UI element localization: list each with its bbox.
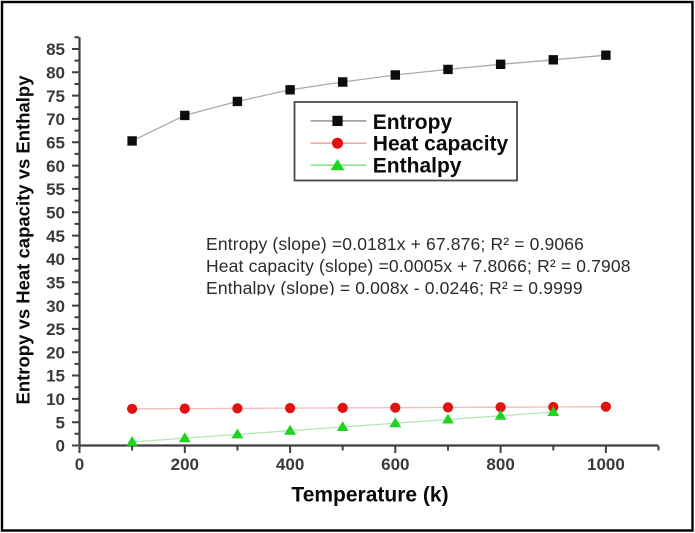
svg-text:Entropy: Entropy: [373, 111, 453, 134]
svg-text:65: 65: [46, 134, 65, 153]
svg-text:Heat capacity: Heat capacity: [373, 133, 509, 156]
svg-text:Heat capacity (slope) =0.0005x: Heat capacity (slope) =0.0005x + 7.8066;…: [206, 256, 631, 276]
svg-text:1000: 1000: [587, 455, 625, 474]
svg-text:600: 600: [381, 455, 409, 474]
svg-text:50: 50: [46, 203, 65, 222]
svg-text:40: 40: [46, 250, 65, 269]
svg-text:Enthalpy: Enthalpy: [373, 154, 462, 177]
svg-text:85: 85: [46, 40, 65, 59]
svg-text:200: 200: [171, 455, 199, 474]
svg-text:0: 0: [56, 437, 65, 456]
svg-text:55: 55: [46, 180, 65, 199]
svg-text:45: 45: [46, 227, 65, 246]
svg-text:35: 35: [46, 273, 65, 292]
svg-text:30: 30: [46, 297, 65, 316]
svg-text:75: 75: [46, 87, 65, 106]
svg-text:0: 0: [75, 455, 84, 474]
svg-text:20: 20: [46, 343, 65, 362]
svg-text:Temperature (k): Temperature (k): [291, 484, 448, 507]
svg-text:Entropy (slope) =0.0181x + 67.: Entropy (slope) =0.0181x + 67.876; R² = …: [206, 234, 584, 254]
svg-text:5: 5: [56, 413, 65, 432]
svg-text:25: 25: [46, 320, 65, 339]
svg-text:400: 400: [276, 455, 304, 474]
svg-text:Entropy vs Heat capacity vs En: Entropy vs Heat capacity vs Enthalpy: [13, 75, 34, 405]
svg-text:10: 10: [46, 390, 65, 409]
svg-text:80: 80: [46, 64, 65, 83]
svg-text:15: 15: [46, 367, 65, 386]
svg-text:60: 60: [46, 157, 65, 176]
svg-text:Enthalpy (slope) = 0.008x - 0.: Enthalpy (slope) = 0.008x - 0.0246; R² =…: [206, 278, 583, 298]
svg-text:800: 800: [486, 455, 514, 474]
svg-text:70: 70: [46, 110, 65, 129]
